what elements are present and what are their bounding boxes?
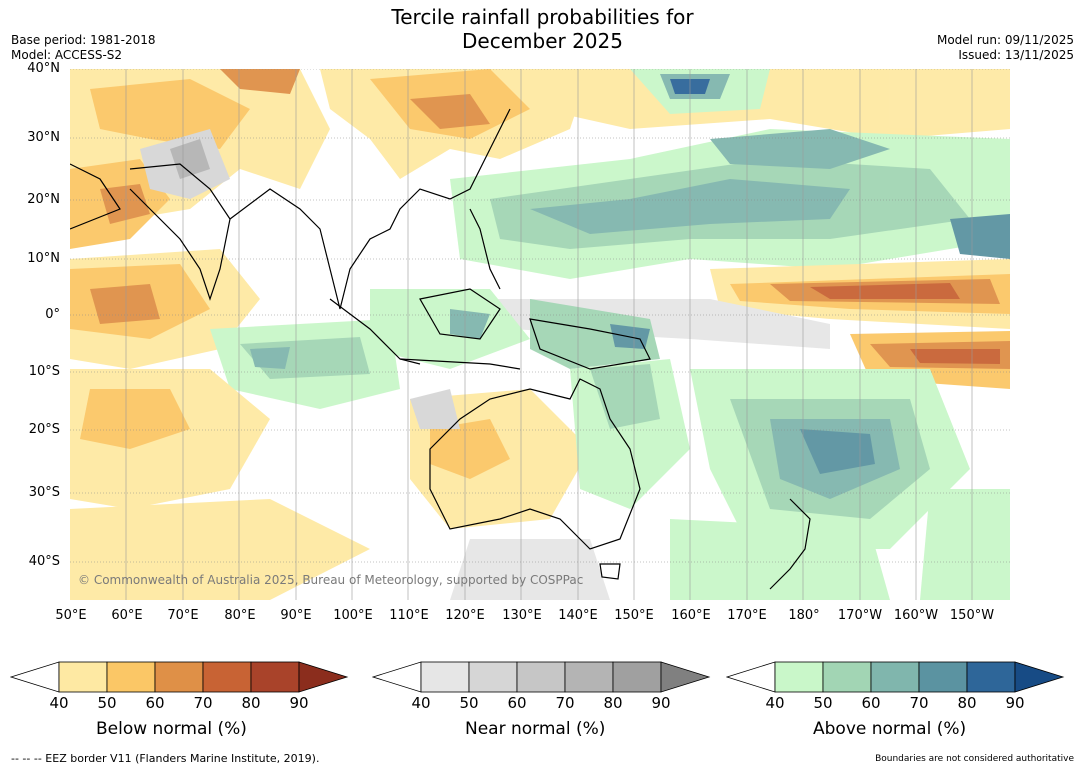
gridlines [70,69,1010,563]
above-swatch-3 [870,661,920,693]
below-swatch-1 [58,661,108,693]
near-tick-50: 50 [459,694,479,712]
lon-label-160w: 160°W [893,608,939,623]
issued-date: Issued: 13/11/2025 [958,48,1074,62]
model-name: Model: ACCESS-S2 [11,48,123,62]
near-extend-low [372,661,422,693]
above-normal-label: Above normal (%) [813,719,967,739]
near-swatch-4 [564,661,614,693]
lon-label-80e: 80°E [224,608,256,623]
lon-label-90e: 90°E [280,608,312,623]
above-swatch-5 [966,661,1016,693]
title-line-1: Tercile rainfall probabilities for [391,5,694,29]
near-extend-high [660,661,711,693]
below-extend-high [298,661,349,693]
near-tick-40: 40 [411,694,431,712]
near-tick-70: 70 [555,694,575,712]
meta-right: Model run: 09/11/2025 Issued: 13/11/2025 [937,33,1074,63]
lon-label-150e: 150°E [614,608,654,623]
lon-label-100e: 100°E [333,608,373,623]
near-tick-90: 90 [651,694,671,712]
below-tick-90: 90 [289,694,309,712]
lat-label-20s: 20°S [28,422,60,437]
below-swatch-2 [106,661,156,693]
below-tick-40: 40 [49,694,69,712]
eez-note: -- -- -- EEZ border V11 (Flanders Marine… [11,752,320,765]
above-swatch-1 [774,661,824,693]
meridians [125,69,973,600]
below-tick-80: 80 [241,694,261,712]
lat-label-30s: 30°S [28,485,60,500]
below-swatch-4 [202,661,252,693]
lon-label-170w: 170°W [837,608,883,623]
colorbar-near [372,661,711,693]
lon-label-180: 180° [788,608,820,623]
map-title: Tercile rainfall probabilities for Decem… [0,5,1085,53]
below-tick-70: 70 [193,694,213,712]
above-tick-60: 60 [861,694,881,712]
near-swatch-3 [516,661,566,693]
title-line-2: December 2025 [462,29,623,53]
model-run: Model run: 09/11/2025 [936,33,1074,47]
above-tick-90: 90 [1005,694,1025,712]
lon-label-60e: 60°E [111,608,143,623]
lon-label-160e: 160°E [671,608,711,623]
near-normal-label: Near normal (%) [465,719,606,739]
near-swatch-5 [612,661,662,693]
lat-label-30n: 30°N [27,130,60,145]
lon-label-170e: 170°E [727,608,767,623]
above-extend-low [726,661,776,693]
above-tick-50: 50 [813,694,833,712]
above-tick-70: 70 [909,694,929,712]
colorbar-above [726,661,1065,693]
rainfall-shading [70,69,1010,600]
lon-label-110e: 110°E [389,608,429,623]
near-swatch-2 [468,661,518,693]
above-tick-80: 80 [957,694,977,712]
near-tick-60: 60 [507,694,527,712]
lat-label-10n: 10°N [27,251,60,266]
lon-label-70e: 70°E [167,608,199,623]
lon-label-120e: 120°E [445,608,485,623]
near-tick-80: 80 [603,694,623,712]
near-swatch-1 [420,661,470,693]
below-swatch-5 [250,661,300,693]
above-tick-40: 40 [765,694,785,712]
below-normal-label: Below normal (%) [96,719,247,739]
below-tick-50: 50 [97,694,117,712]
lat-label-10s: 10°S [28,364,60,379]
below-extend-low [10,661,60,693]
meta-left: Base period: 1981-2018 Model: ACCESS-S2 [11,33,156,63]
colorbar-below [10,661,349,693]
lat-label-20n: 20°N [27,192,60,207]
forecast-map: © Commonwealth of Australia 2025, Bureau… [70,69,1010,600]
copyright-note: © Commonwealth of Australia 2025, Bureau… [78,573,583,587]
above-swatch-4 [918,661,968,693]
lat-label-0: 0° [45,307,60,322]
lat-label-40s: 40°S [28,554,60,569]
below-swatch-3 [154,661,204,693]
lon-label-130e: 130°E [502,608,542,623]
lon-label-50e: 50°E [55,608,87,623]
lat-label-40n: 40°N [27,61,60,76]
below-tick-60: 60 [145,694,165,712]
base-period: Base period: 1981-2018 [11,33,156,47]
above-swatch-2 [822,661,872,693]
lon-label-140e: 140°E [558,608,598,623]
coastlines [70,108,811,590]
lon-label-150w: 150°W [949,608,995,623]
above-extend-high [1014,661,1065,693]
boundaries-disclaimer: Boundaries are not considered authoritat… [875,754,1074,764]
